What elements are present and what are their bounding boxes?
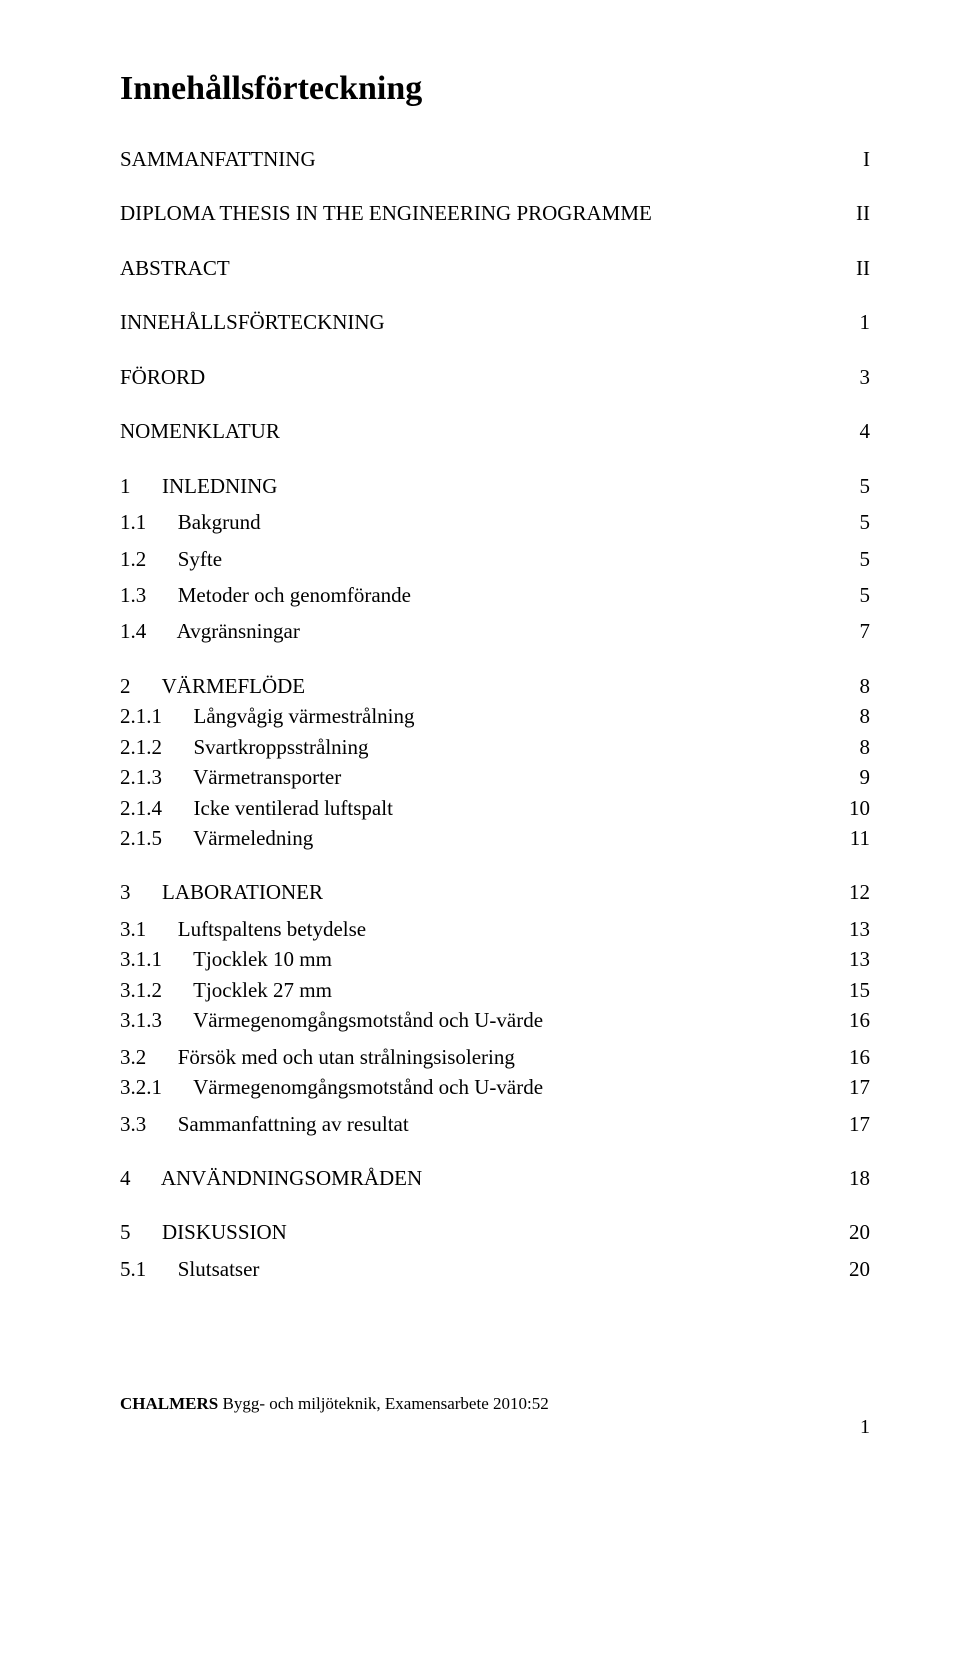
toc-entry-label: 2.1.1 Långvågig värmestrålning [120,701,415,731]
toc-entry-label: NOMENKLATUR [120,416,280,446]
toc-entry-label: 3.2.1 Värmegenomgångsmotstånd och U-värd… [120,1072,543,1102]
toc-entry: 3.2 Försök med och utan strålningsisoler… [120,1042,870,1072]
toc-entry-label: ABSTRACT [120,253,230,283]
page-footer: CHALMERS Bygg- och miljöteknik, Examensa… [120,1394,870,1439]
toc-entry-label: 2.1.2 Svartkroppsstrålning [120,732,368,762]
toc-entry: 2 VÄRMEFLÖDE 8 [120,671,870,701]
toc-entry-label: 1 INLEDNING [120,471,277,501]
toc-entry-page: 4 [848,416,871,446]
toc-entry-label: 2.1.3 Värmetransporter [120,762,341,792]
toc-entry: 2.1.4 Icke ventilerad luftspalt 10 [120,793,870,823]
toc-entry-label: 3.1.1 Tjocklek 10 mm [120,944,332,974]
footer-publisher-line: CHALMERS Bygg- och miljöteknik, Examensa… [120,1394,870,1414]
toc-entry-label: FÖRORD [120,362,205,392]
page-title: Innehållsförteckning [120,70,870,108]
toc-entry: SAMMANFATTNING I [120,144,870,174]
toc-entry-label: 3.1.2 Tjocklek 27 mm [120,975,332,1005]
toc-entry-label: DIPLOMA THESIS IN THE ENGINEERING PROGRA… [120,198,652,228]
toc-entry-page: 5 [848,507,871,537]
toc-entry-page: 8 [848,732,871,762]
toc-entry-label: 3.2 Försök med och utan strålningsisoler… [120,1042,515,1072]
toc-entry: FÖRORD 3 [120,362,870,392]
toc-entry: 5 DISKUSSION 20 [120,1217,870,1247]
toc-entry-page: 20 [837,1254,870,1284]
toc-entry-label: 3 LABORATIONER [120,877,323,907]
footer-publisher-bold: CHALMERS [120,1394,218,1413]
toc-entry-page: 7 [848,616,871,646]
toc-entry-page: II [844,198,870,228]
toc-entry-page: 20 [837,1217,870,1247]
toc-entry-label: 2.1.4 Icke ventilerad luftspalt [120,793,393,823]
toc-entry: INNEHÅLLSFÖRTECKNING 1 [120,307,870,337]
toc-entry: 3.1.3 Värmegenomgångsmotstånd och U-värd… [120,1005,870,1035]
toc-entry-page: 5 [848,580,871,610]
footer-publisher-rest: Bygg- och miljöteknik, Examensarbete 201… [218,1394,549,1413]
toc-entry-label: 4 ANVÄNDNINGSOMRÅDEN [120,1163,422,1193]
toc-entry: 1.1 Bakgrund 5 [120,507,870,537]
toc-entry-page: 11 [838,823,870,853]
toc-entry: 2.1.2 Svartkroppsstrålning 8 [120,732,870,762]
toc-entry: 1.3 Metoder och genomförande 5 [120,580,870,610]
toc-entry: 5.1 Slutsatser 20 [120,1254,870,1284]
toc-entry: ABSTRACT II [120,253,870,283]
toc-entry: NOMENKLATUR 4 [120,416,870,446]
toc-entry-page: 16 [837,1005,870,1035]
toc-entry-page: I [851,144,870,174]
toc-container: SAMMANFATTNING I DIPLOMA THESIS IN THE ENG… [120,144,870,1284]
toc-entry-label: 1.4 Avgränsningar [120,616,300,646]
toc-entry-page: 13 [837,944,870,974]
toc-entry: 2.1.3 Värmetransporter 9 [120,762,870,792]
toc-entry-page: II [844,253,870,283]
toc-entry-page: 18 [837,1163,870,1193]
toc-entry-page: 10 [837,793,870,823]
toc-entry-page: 1 [848,307,871,337]
toc-entry: 3.1 Luftspaltens betydelse 13 [120,914,870,944]
toc-entry-label: 1.3 Metoder och genomförande [120,580,411,610]
toc-entry-label: 5.1 Slutsatser [120,1254,259,1284]
toc-entry: 1.4 Avgränsningar 7 [120,616,870,646]
toc-entry: 2.1.1 Långvågig värmestrålning 8 [120,701,870,731]
toc-entry-label: 3.1.3 Värmegenomgångsmotstånd och U-värd… [120,1005,543,1035]
toc-entry-page: 17 [837,1109,870,1139]
toc-entry: 3.1.2 Tjocklek 27 mm 15 [120,975,870,1005]
toc-entry-label: 3.3 Sammanfattning av resultat [120,1109,409,1139]
toc-entry-page: 9 [848,762,871,792]
toc-entry-label: 3.1 Luftspaltens betydelse [120,914,366,944]
toc-entry: 1.2 Syfte 5 [120,544,870,574]
toc-entry-page: 15 [837,975,870,1005]
toc-entry: 4 ANVÄNDNINGSOMRÅDEN 18 [120,1163,870,1193]
toc-entry-label: 2 VÄRMEFLÖDE [120,671,305,701]
toc-entry-label: 2.1.5 Värmeledning [120,823,313,853]
toc-entry: DIPLOMA THESIS IN THE ENGINEERING PROGRA… [120,198,870,228]
toc-entry-label: 5 DISKUSSION [120,1217,287,1247]
toc-entry-label: INNEHÅLLSFÖRTECKNING [120,307,385,337]
toc-entry: 2.1.5 Värmeledning 11 [120,823,870,853]
toc-entry-page: 5 [848,471,871,501]
toc-entry-page: 8 [848,701,871,731]
toc-entry-label: SAMMANFATTNING [120,144,316,174]
toc-entry-page: 12 [837,877,870,907]
toc-entry: 3.3 Sammanfattning av resultat 17 [120,1109,870,1139]
toc-entry: 3 LABORATIONER 12 [120,877,870,907]
toc-entry-page: 5 [848,544,871,574]
toc-entry: 3.1.1 Tjocklek 10 mm 13 [120,944,870,974]
toc-entry: 1 INLEDNING 5 [120,471,870,501]
toc-entry-page: 3 [848,362,871,392]
toc-entry-page: 13 [837,914,870,944]
toc-entry: 3.2.1 Värmegenomgångsmotstånd och U-värd… [120,1072,870,1102]
toc-entry-page: 16 [837,1042,870,1072]
footer-page-number: 1 [120,1416,870,1439]
toc-entry-label: 1.2 Syfte [120,544,222,574]
toc-entry-page: 8 [848,671,871,701]
toc-entry-label: 1.1 Bakgrund [120,507,261,537]
toc-entry-page: 17 [837,1072,870,1102]
